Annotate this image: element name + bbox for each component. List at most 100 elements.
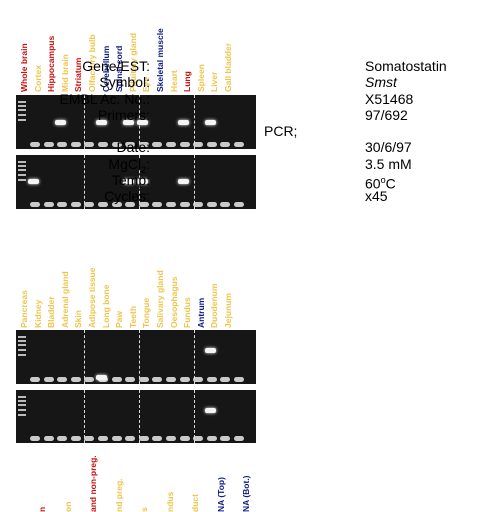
primer-front — [30, 377, 40, 382]
primer-front — [111, 142, 122, 147]
temp-value-number: 60 — [365, 175, 381, 192]
pcr-band — [204, 408, 216, 413]
primer-front — [84, 436, 95, 441]
primer-front — [125, 436, 136, 441]
primer-front — [152, 202, 163, 207]
primer-front — [234, 142, 244, 147]
panel2-gel-top — [16, 330, 256, 384]
ladder-band — [18, 165, 26, 167]
lane-label: Salivary gland — [155, 270, 165, 328]
lane-divider — [139, 330, 140, 384]
lane-divider — [194, 330, 195, 384]
lane-label: Fundus — [182, 297, 193, 328]
primer-front — [98, 142, 108, 147]
date-value: 30/6/97 — [365, 139, 412, 156]
ladder-band — [18, 101, 26, 103]
primer-front — [43, 436, 54, 441]
primer-front — [138, 142, 149, 147]
primers-value: 97/692 — [365, 106, 408, 123]
primer-front — [138, 436, 149, 441]
gene-value: Somatostatin — [365, 58, 447, 74]
primer-front — [111, 436, 122, 441]
ladder-band — [18, 414, 26, 416]
primer-front — [98, 436, 108, 441]
primer-front — [166, 142, 176, 147]
panel3-lane-labels: n on and non-preg. nd preg. s ndus duct NA (Top… — [16, 420, 256, 512]
ladder-band — [18, 396, 26, 398]
lane-label: duct — [190, 494, 200, 512]
pcr-band — [123, 179, 135, 184]
ladder-band — [18, 169, 26, 171]
ladder-band — [18, 179, 26, 181]
pcr-band — [136, 179, 148, 184]
primer-front — [220, 377, 231, 382]
primer-front — [206, 202, 217, 207]
panel1-gel-bottom — [16, 155, 256, 209]
lane-label: Adipose tissue — [87, 267, 97, 328]
pcr-label: PCR; — [264, 123, 298, 140]
primer-front — [166, 436, 176, 441]
ladder-band — [18, 114, 26, 116]
mgcl-label-colon: : — [146, 155, 150, 172]
primer-front — [43, 377, 54, 382]
embl-label: EMBL Ac. No.: — [59, 90, 150, 107]
primer-front — [193, 142, 204, 147]
primer-front — [220, 202, 231, 207]
pcr-band — [28, 179, 39, 184]
panel1-gel-top — [16, 95, 256, 149]
primer-front — [43, 142, 54, 147]
primers-label: Primers: — [97, 106, 150, 123]
lane-divider — [194, 155, 195, 209]
mgcl-label: MgCl2: — [108, 156, 150, 178]
primer-front — [193, 202, 204, 207]
lane-label: Liver — [209, 71, 220, 92]
temp-value: 60oC — [365, 172, 396, 192]
primer-front — [84, 377, 95, 382]
pcr-band — [136, 120, 148, 125]
lane-divider — [84, 155, 85, 209]
ladder-band — [18, 336, 26, 338]
lane-label: Jejunum — [223, 293, 233, 328]
lane-label: Cortex — [32, 65, 43, 92]
primer-front — [57, 202, 68, 207]
primer-front — [234, 436, 244, 441]
lane-label: Tongue — [141, 297, 152, 328]
lane-label: Skeletal muscle — [155, 28, 165, 92]
ladder-band — [18, 340, 26, 342]
pcr-band — [123, 120, 135, 125]
lane-label: Adrenal gland — [59, 271, 70, 328]
primer-front — [98, 202, 108, 207]
mgcl-label-subscript: 2 — [141, 164, 147, 175]
ladder-band — [18, 105, 26, 107]
temp-label: Temp: — [111, 172, 150, 189]
lane-label: Gall bladder — [223, 42, 233, 92]
lane-label: Teeth — [127, 305, 138, 328]
primer-front — [193, 377, 204, 382]
primer-front — [70, 377, 81, 382]
lane-divider — [84, 95, 85, 149]
primer-front — [179, 436, 190, 441]
primer-front — [43, 202, 54, 207]
cycles-label: Cycles: — [104, 188, 150, 205]
primer-front — [179, 377, 190, 382]
primer-front — [179, 142, 190, 147]
embl-value: X51468 — [365, 90, 414, 107]
lane-label: Skin — [73, 310, 84, 328]
panel2-lane-labels: Pancreas Kidney Bladder Adrenal gland Skin Ad… — [16, 236, 256, 328]
pcr-band — [177, 179, 189, 184]
lane-label: Whole brain — [19, 43, 29, 92]
pcr-band — [96, 120, 107, 125]
primer-front — [30, 202, 40, 207]
ladder-band — [18, 344, 26, 346]
cycles-value: x45 — [365, 188, 388, 205]
primer-front — [220, 142, 231, 147]
primer-front — [206, 377, 217, 382]
primer-front — [57, 436, 68, 441]
primer-front — [57, 377, 68, 382]
ladder-band — [18, 349, 26, 351]
lane-label: and non-preg. — [88, 455, 98, 512]
primer-front — [234, 377, 244, 382]
ladder-band — [18, 409, 26, 411]
primer-front — [57, 142, 68, 147]
primer-front — [166, 377, 176, 382]
